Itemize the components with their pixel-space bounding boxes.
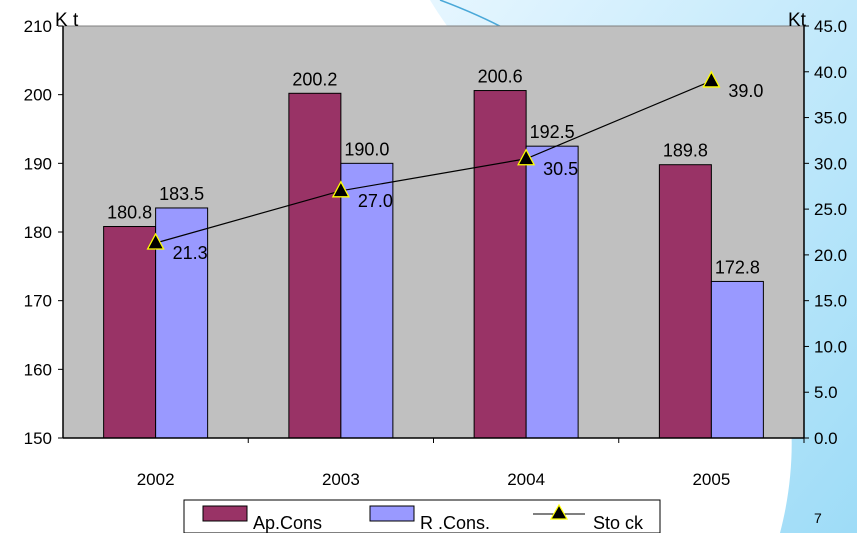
tick-label-right: 35.0 <box>814 109 847 128</box>
stock-marker-2005 <box>702 70 721 88</box>
legend-swatch-apcons <box>202 505 248 522</box>
stock-marker-2004 <box>517 148 536 166</box>
data-label-stock-2003: 27.0 <box>358 191 393 211</box>
legend-label-apcons: Ap.Cons <box>253 513 322 533</box>
legend-label-stock: Sto ck <box>593 513 644 533</box>
category-label-2002: 2002 <box>137 470 175 489</box>
data-label-apcons-2002: 180.8 <box>107 203 152 223</box>
bar-apcons-2005 <box>658 164 712 439</box>
tick-label-right: 30.0 <box>814 154 847 173</box>
data-label-apcons-2005: 189.8 <box>663 141 708 161</box>
data-label-rcons-2004: 192.5 <box>530 122 575 142</box>
legend-label-rcons: R .Cons. <box>420 513 490 533</box>
category-label-2004: 2004 <box>507 470 545 489</box>
bar-rcons-2005 <box>710 280 764 439</box>
data-label-stock-2002: 21.3 <box>173 243 208 263</box>
tick-label-left: 170 <box>24 292 52 311</box>
tick-label-right: 10.0 <box>814 337 847 356</box>
data-label-apcons-2003: 200.2 <box>292 69 337 89</box>
tick-label-left: 210 <box>24 17 52 36</box>
stock-marker-2003 <box>331 180 350 198</box>
category-label-2003: 2003 <box>322 470 360 489</box>
data-label-stock-2004: 30.5 <box>543 159 578 179</box>
category-label-2005: 2005 <box>692 470 730 489</box>
tick-label-right: 45.0 <box>814 17 847 36</box>
data-label-rcons-2002: 183.5 <box>159 184 204 204</box>
data-label-stock-2005: 39.0 <box>728 81 763 101</box>
left-axis-unit: K t <box>55 10 79 31</box>
tick-label-right: 25.0 <box>814 200 847 219</box>
bar-apcons-2002 <box>103 226 157 439</box>
tick-label-left: 200 <box>24 86 52 105</box>
data-label-rcons-2005: 172.8 <box>715 257 760 277</box>
tick-label-left: 150 <box>24 429 52 448</box>
legend-swatch-rcons <box>369 505 415 522</box>
bar-rcons-2004 <box>525 145 579 439</box>
bar-apcons-2004 <box>473 90 527 439</box>
bar-rcons-2002 <box>155 207 209 439</box>
tick-label-left: 190 <box>24 154 52 173</box>
tick-label-left: 160 <box>24 360 52 379</box>
right-axis-unit: Kt <box>788 10 807 31</box>
stock-line <box>155 80 712 244</box>
legend-box <box>183 499 661 533</box>
tick-label-right: 40.0 <box>814 63 847 82</box>
data-label-apcons-2004: 200.6 <box>478 67 523 87</box>
legend-marker-stock <box>549 503 569 520</box>
page-number: 7 <box>814 510 822 526</box>
data-label-rcons-2003: 190.0 <box>344 139 389 159</box>
legend: Ap.Cons R .Cons. Sto ck <box>183 499 661 533</box>
bar-rcons-2003 <box>340 162 394 439</box>
tick-label-right: 20.0 <box>814 246 847 265</box>
tick-label-right: 15.0 <box>814 292 847 311</box>
stock-marker-2002 <box>146 232 165 250</box>
tick-label-right: 0.0 <box>814 429 838 448</box>
tick-label-right: 5.0 <box>814 383 838 402</box>
tick-label-left: 180 <box>24 223 52 242</box>
bar-apcons-2003 <box>288 92 342 439</box>
